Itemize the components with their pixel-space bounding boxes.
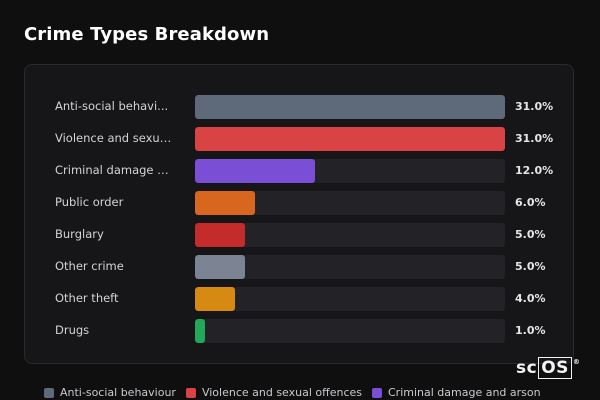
bar <box>195 191 255 215</box>
bar-value-label: 6.0% <box>515 196 546 209</box>
bar-value-label: 1.0% <box>515 324 546 337</box>
bar-value-label: 5.0% <box>515 260 546 273</box>
bar-row[interactable]: Burglary 5.0% <box>25 223 575 247</box>
bar <box>195 159 315 183</box>
brand-logo: sc OS ® <box>516 357 581 379</box>
bar <box>195 223 245 247</box>
legend-label: Violence and sexual offences <box>201 386 362 399</box>
bar-value-label: 31.0% <box>515 132 554 145</box>
bar-track <box>195 95 505 119</box>
chart-legend: Anti-social behaviour Violence and sexua… <box>44 386 541 399</box>
bar-value-label: 4.0% <box>515 292 546 305</box>
brand-registered-mark: ® <box>572 358 581 366</box>
bar-row[interactable]: Drugs 1.0% <box>25 319 575 343</box>
bar-value-label: 5.0% <box>515 228 546 241</box>
bar-label: Other crime <box>55 259 124 273</box>
brand-text: sc <box>516 358 538 378</box>
bar-label: Public order <box>55 195 124 209</box>
bar-value-label: 31.0% <box>515 100 554 113</box>
legend-item[interactable]: Violence and sexual offences <box>185 386 362 399</box>
bar <box>195 255 245 279</box>
bar <box>195 127 505 151</box>
brand-boxed-text: OS <box>538 357 572 379</box>
bar-track <box>195 159 505 183</box>
legend-swatch <box>185 387 196 398</box>
legend-label: Criminal damage and arson <box>388 386 541 399</box>
bar <box>195 319 205 343</box>
page-title: Crime Types Breakdown <box>24 24 270 45</box>
bar-label: Other theft <box>55 291 119 305</box>
bar-row[interactable]: Violence and sexua... 31.0% <box>25 127 575 151</box>
legend-swatch <box>372 387 382 398</box>
bar-track <box>195 319 505 343</box>
bar-value-label: 12.0% <box>515 164 554 177</box>
bar-track <box>195 191 505 215</box>
legend-swatch <box>44 387 54 398</box>
legend-label: Anti-social behaviour <box>60 386 176 399</box>
bar-label: Anti-social behavi... <box>55 99 169 113</box>
bar-track <box>195 287 505 311</box>
bar-row[interactable]: Other theft 4.0% <box>25 287 575 311</box>
bar <box>195 95 505 119</box>
bar-label: Drugs <box>55 323 90 337</box>
bar-track <box>195 127 505 151</box>
bar-track <box>195 255 505 279</box>
bar-row[interactable]: Criminal damage an... 12.0% <box>25 159 575 183</box>
bar-row[interactable]: Public order 6.0% <box>25 191 575 215</box>
legend-item[interactable]: Criminal damage and arson <box>372 386 541 399</box>
bar-label: Violence and sexua... <box>55 131 175 145</box>
bar-row[interactable]: Other crime 5.0% <box>25 255 575 279</box>
bar-track <box>195 223 505 247</box>
legend-item[interactable]: Anti-social behaviour <box>44 386 176 399</box>
bar-row[interactable]: Anti-social behavi... 31.0% <box>25 95 575 119</box>
bar-label: Criminal damage an... <box>55 163 175 177</box>
chart-card: Anti-social behavi... 31.0% Violence and s… <box>24 64 574 364</box>
bar-label: Burglary <box>55 227 104 241</box>
bar <box>195 287 235 311</box>
